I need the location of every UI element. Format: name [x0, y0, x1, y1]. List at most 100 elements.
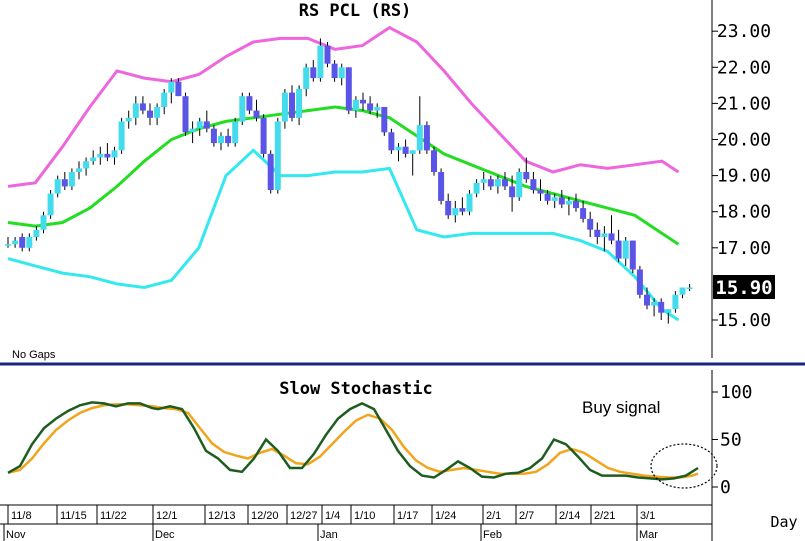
price-bar [139, 96, 146, 115]
week-label: 2/21 [594, 510, 615, 522]
price-bar [544, 190, 551, 205]
price-bar [580, 200, 587, 223]
price-bar [324, 42, 331, 68]
price-bar-body [324, 45, 331, 64]
price-bar-body [154, 107, 161, 118]
price-bar [47, 190, 54, 219]
price-bar-body [580, 208, 587, 219]
price-bar-body [61, 179, 68, 187]
price-bar-body [658, 301, 665, 313]
price-bar [594, 222, 601, 245]
price-bar [97, 146, 104, 165]
price-bar-body [466, 193, 473, 212]
price-bar-body [402, 146, 409, 154]
price-bar [210, 125, 217, 147]
price-bar-body [76, 168, 82, 172]
price-bar [61, 172, 68, 190]
price-bar [281, 89, 288, 129]
price-bar [154, 103, 161, 126]
price-bar-body [274, 121, 281, 190]
price-bar [253, 99, 260, 122]
price-bar-body [232, 121, 239, 144]
price-bar-body [565, 200, 572, 205]
price-bar [473, 179, 480, 198]
price-bar [587, 211, 594, 237]
price-tick-label: 21.00 [717, 93, 771, 114]
price-bar-body [381, 107, 388, 133]
price-bar-body [487, 179, 494, 187]
price-bar [303, 63, 310, 97]
price-bar-body [502, 179, 508, 187]
price-bar-body [12, 240, 19, 245]
price-bar-body [5, 244, 11, 246]
no-gaps-note: No Gaps [12, 349, 56, 361]
price-bar [317, 38, 324, 82]
price-bar [19, 233, 26, 252]
price-bar [381, 107, 388, 136]
price-bar-body [168, 81, 175, 93]
price-bar [232, 117, 239, 147]
stochastic-axis-ticks: 0 50 100 [712, 382, 753, 498]
stochastic-title: Slow Stochastic [279, 379, 433, 399]
price-bar [672, 291, 679, 313]
price-bar [665, 309, 672, 324]
price-bar [168, 78, 175, 104]
price-bar-body [132, 103, 139, 118]
price-tick-label: 18.00 [717, 202, 771, 223]
price-bar-body [523, 172, 530, 180]
price-bar [54, 175, 61, 198]
stochastic-tick-label: 50 [720, 430, 742, 451]
price-bar-body [608, 233, 615, 241]
price-bar-body [296, 89, 303, 118]
price-bar-body [587, 218, 594, 230]
price-bar-body [161, 92, 168, 107]
price-bar [480, 172, 487, 190]
price-bar-body [182, 96, 189, 133]
price-bar-body [331, 63, 338, 79]
month-label: Nov [6, 529, 26, 541]
price-bar [537, 179, 544, 201]
price-bar-body [516, 172, 523, 198]
last-price-box [713, 275, 775, 299]
price-tick-label: 17.00 [717, 238, 771, 259]
price-bar-body [573, 200, 579, 209]
week-label: 1/4 [325, 510, 340, 522]
price-bar [601, 226, 608, 252]
price-bar [608, 215, 615, 245]
price-bar-body [26, 237, 33, 248]
price-bar-body [225, 135, 232, 144]
price-bar [445, 193, 452, 219]
price-bar [147, 103, 153, 126]
price-bar-body [147, 110, 153, 118]
price-bar [629, 240, 636, 274]
price-bar [558, 190, 565, 209]
price-bar [225, 128, 232, 147]
price-bar [239, 92, 246, 126]
price-bar-body [19, 237, 26, 248]
price-bar [459, 197, 466, 216]
week-label: 11/8 [11, 510, 32, 522]
price-bar [267, 150, 274, 194]
price-bar-body [452, 208, 459, 216]
price-bar-body [480, 179, 487, 183]
price-bar-body [104, 153, 111, 158]
price-bar [352, 96, 359, 118]
price-bar-body [537, 190, 544, 194]
price-bar [310, 60, 317, 82]
price-bar-body [210, 128, 217, 144]
price-bar-body [409, 150, 416, 154]
date-axis-labels: 11/8 11/15 11/22 12/1 12/13 12/20 12/27 1/4 1/10… [3, 505, 658, 541]
price-bar-body [622, 240, 629, 259]
price-bar-body [253, 110, 260, 118]
price-bar-body [303, 67, 310, 89]
price-bar [438, 168, 445, 205]
week-label: 3/1 [640, 510, 655, 522]
price-bar [260, 114, 267, 158]
price-bar [367, 96, 374, 115]
price-bar-body [175, 81, 182, 97]
price-bar [203, 110, 210, 133]
price-bar [679, 287, 686, 299]
price-bar [402, 139, 409, 158]
